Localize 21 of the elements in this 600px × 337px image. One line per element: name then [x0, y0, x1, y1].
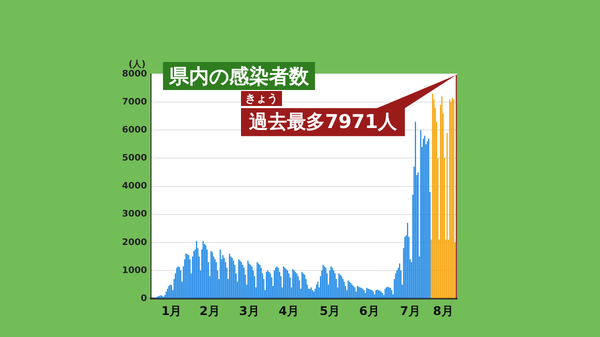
x-tick-label: 4月 [278, 304, 300, 318]
x-tick-label: 7月 [400, 304, 420, 318]
y-tick-label: 5000 [122, 154, 148, 164]
x-tick-label: 3月 [239, 304, 260, 318]
y-tick-label: 4000 [122, 182, 148, 192]
y-tick-label: 3000 [122, 210, 148, 220]
y-tick-label: 2000 [122, 238, 148, 248]
x-tick-label: 5月 [320, 304, 340, 318]
y-tick-label: 8000 [122, 69, 148, 80]
chart-title: 県内の感染者数 [163, 62, 315, 90]
y-tick-label: 7000 [122, 97, 148, 108]
y-tick-label: 1000 [122, 266, 148, 276]
annotation: きょう [241, 91, 282, 106]
x-tick-label: 8月 [432, 304, 454, 318]
y-axis-title: (人) [128, 58, 146, 70]
x-tick-label: 1月 [161, 304, 182, 318]
y-tick-label: 0 [140, 294, 148, 304]
x-tick-label: 6月 [359, 304, 380, 318]
annotation: 過去最多7971人 [249, 110, 397, 135]
x-tick-label: 2月 [200, 304, 220, 318]
y-tick-label: 6000 [122, 125, 148, 136]
